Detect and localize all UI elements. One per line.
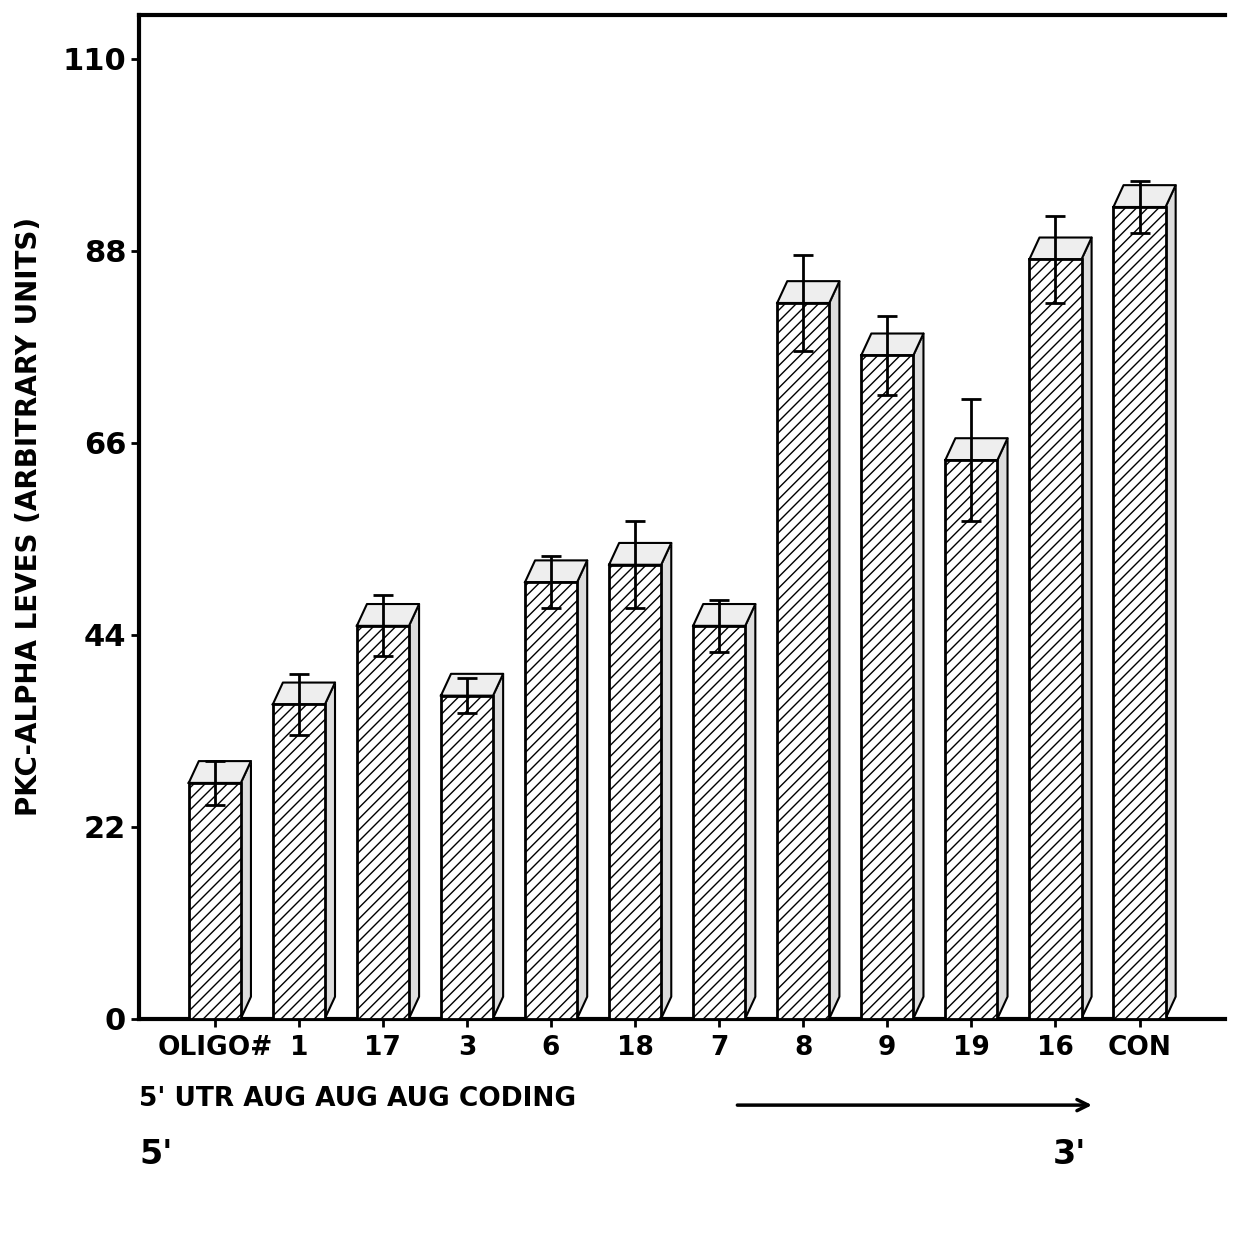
Text: 3': 3' (1053, 1138, 1086, 1171)
Polygon shape (862, 334, 924, 355)
Polygon shape (441, 674, 503, 695)
Polygon shape (577, 560, 588, 1018)
Polygon shape (409, 604, 419, 1018)
Polygon shape (241, 761, 250, 1018)
Polygon shape (188, 761, 250, 783)
Polygon shape (914, 334, 924, 1018)
Polygon shape (945, 438, 1008, 460)
Y-axis label: PKC-ALPHA LEVES (ARBITRARY UNITS): PKC-ALPHA LEVES (ARBITRARY UNITS) (15, 218, 43, 816)
Bar (693, 626, 745, 1018)
Bar (945, 460, 997, 1018)
Polygon shape (997, 438, 1008, 1018)
Bar (441, 695, 494, 1018)
Polygon shape (777, 281, 839, 303)
Polygon shape (357, 604, 419, 626)
Bar (609, 565, 661, 1018)
Polygon shape (609, 543, 671, 565)
Polygon shape (1081, 238, 1091, 1018)
Polygon shape (525, 560, 588, 583)
Polygon shape (830, 281, 839, 1018)
Polygon shape (745, 604, 755, 1018)
Polygon shape (325, 683, 335, 1018)
Polygon shape (693, 604, 755, 626)
Bar (357, 626, 409, 1018)
Polygon shape (661, 543, 671, 1018)
Bar (273, 704, 325, 1018)
Polygon shape (1114, 186, 1176, 207)
Bar (777, 303, 830, 1018)
Polygon shape (494, 674, 503, 1018)
Text: 5': 5' (139, 1138, 172, 1171)
Bar (862, 355, 914, 1018)
Polygon shape (273, 683, 335, 704)
Text: 5' UTR AUG AUG AUG CODING: 5' UTR AUG AUG AUG CODING (139, 1086, 577, 1112)
Polygon shape (1166, 186, 1176, 1018)
Bar (1029, 260, 1081, 1018)
Bar (525, 583, 577, 1018)
Bar (188, 783, 241, 1018)
Polygon shape (1029, 238, 1091, 260)
Bar (1114, 207, 1166, 1018)
